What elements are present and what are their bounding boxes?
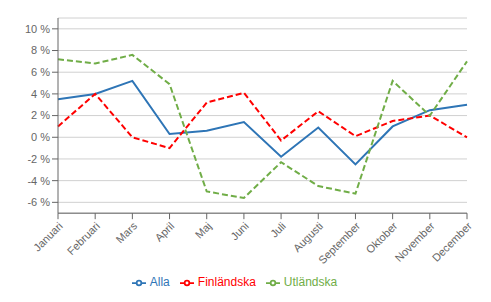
svg-text:December: December <box>430 219 475 264</box>
svg-text:September: September <box>316 219 363 266</box>
html-text:Finländska: Finländska <box>197 275 256 290</box>
svg-text:8 %: 8 % <box>31 44 50 56</box>
svg-text:0 %: 0 % <box>31 131 50 143</box>
svg-text:Oktober: Oktober <box>363 219 399 255</box>
svg-text:4 %: 4 % <box>31 88 50 100</box>
svg-text:6 %: 6 % <box>31 66 50 78</box>
svg-text:Juli: Juli <box>268 220 288 240</box>
svg-text:Januari: Januari <box>31 220 65 254</box>
svg-text:Juni: Juni <box>228 220 251 243</box>
svg-text:-4 %: -4 % <box>27 175 50 187</box>
svg-text:Maj: Maj <box>193 220 214 241</box>
svg-text:-6 %: -6 % <box>27 196 50 208</box>
svg-text:Februari: Februari <box>65 220 102 257</box>
svg-text:-2 %: -2 % <box>27 153 50 165</box>
svg-text:10 %: 10 % <box>25 23 50 35</box>
svg-text:2 %: 2 % <box>31 109 50 121</box>
html-text:Alla: Alla <box>149 275 170 290</box>
svg-text:November: November <box>392 219 437 264</box>
html-text:Utländska: Utländska <box>283 275 338 290</box>
svg-text:April: April <box>152 220 176 244</box>
svg-text:Mars: Mars <box>114 219 140 245</box>
svg-text:Augusti: Augusti <box>291 220 325 254</box>
